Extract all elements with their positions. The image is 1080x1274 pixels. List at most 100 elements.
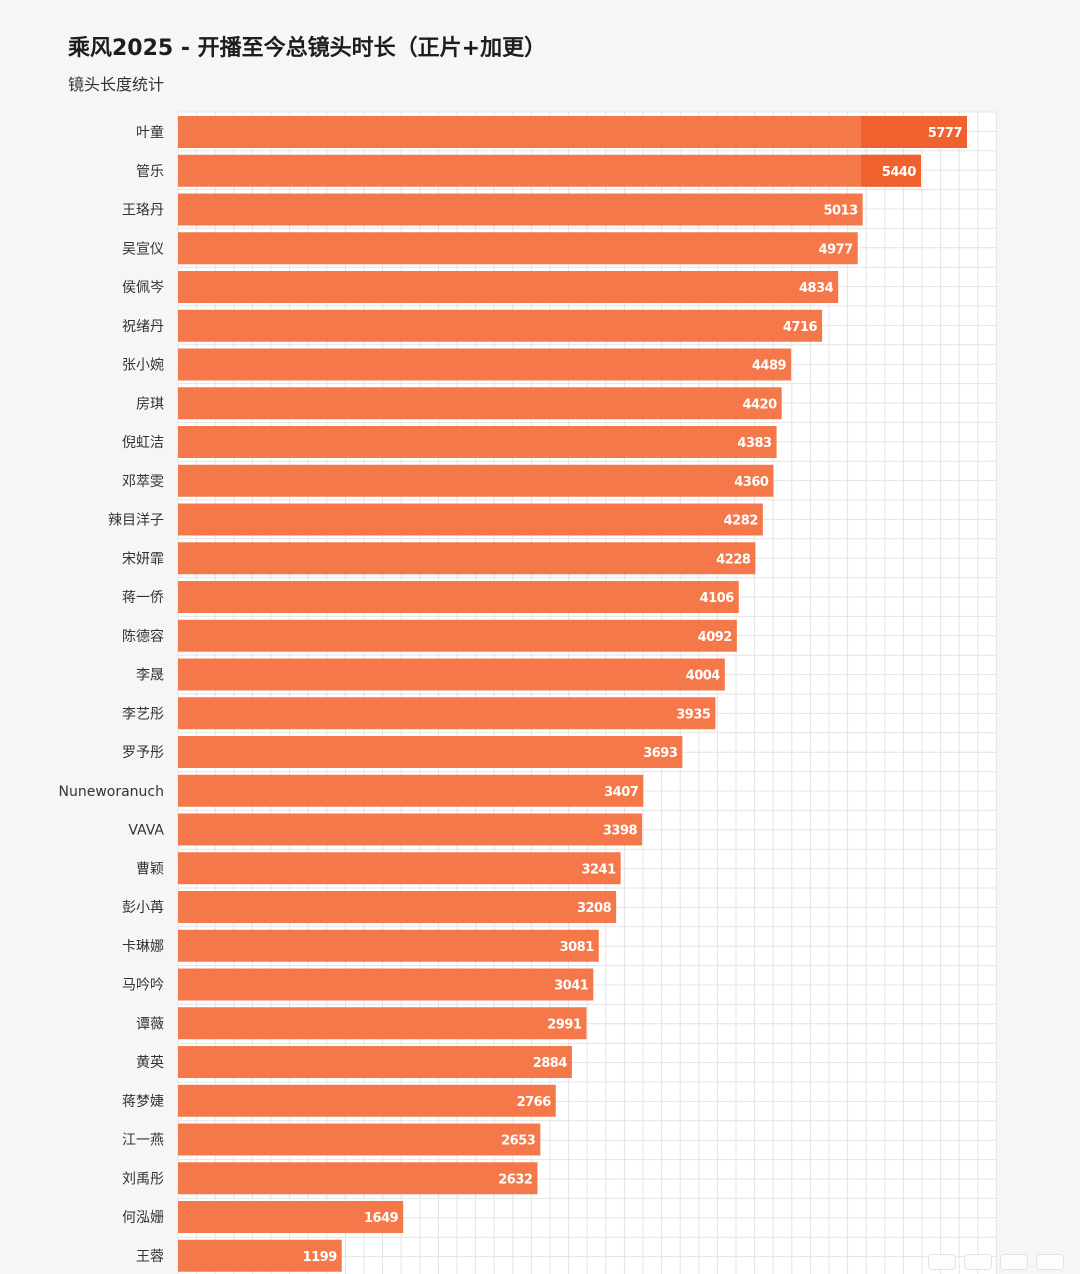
category-label: 王蓉: [136, 1249, 164, 1265]
data-label: 4383: [737, 436, 772, 451]
data-label: 1199: [303, 1250, 338, 1265]
bar: [178, 1046, 572, 1078]
bar: [178, 154, 921, 187]
category-label: 罗予彤: [122, 745, 164, 761]
bar: [178, 852, 621, 885]
data-label: 3241: [581, 862, 616, 877]
category-label: 马吟吟: [122, 978, 164, 994]
category-label: 张小婉: [122, 358, 164, 374]
data-label: 1649: [364, 1211, 399, 1226]
data-label: 5013: [823, 204, 858, 219]
bar: [178, 1239, 342, 1272]
category-label: 李艺彤: [122, 706, 164, 722]
data-label: 5777: [928, 126, 963, 141]
data-label: 5440: [882, 165, 917, 180]
data-label: 2632: [498, 1172, 532, 1187]
category-label: 何泓姗: [122, 1210, 164, 1226]
bars: 叶童 5777 管乐 5440 王珞丹 5013 吴宣仪 4977 侯佩岑 4834 祝绪丹 4716…: [59, 116, 967, 1272]
bar: [178, 348, 792, 381]
bar: [178, 387, 782, 420]
data-label: 2766: [517, 1095, 552, 1110]
page-dot: [1036, 1254, 1064, 1270]
category-label: 黄英: [136, 1054, 164, 1071]
bar-highlight: [861, 116, 967, 148]
category-label: 邓萃雯: [122, 474, 164, 490]
bar: [178, 1123, 541, 1156]
bar: [178, 503, 763, 536]
bar: [178, 193, 863, 226]
data-label: 2884: [533, 1056, 568, 1071]
bar: [178, 774, 644, 807]
data-label: 3693: [643, 746, 678, 761]
category-label: Nuneworanuch: [59, 784, 165, 800]
data-label: 4282: [724, 514, 758, 529]
page-dot: [1000, 1254, 1028, 1270]
data-label: 3208: [577, 901, 612, 916]
data-label: 4420: [742, 397, 777, 412]
category-label: 蒋梦婕: [122, 1094, 164, 1110]
bar: [178, 697, 716, 730]
category-label: 管乐: [136, 164, 164, 180]
data-label: 3081: [560, 940, 595, 955]
category-label: 谭薇: [136, 1016, 164, 1032]
data-label: 4834: [799, 281, 834, 296]
category-label: 刘禹彤: [122, 1171, 164, 1187]
category-label: 吴宣仪: [122, 241, 164, 257]
bar: [178, 619, 737, 652]
bar: [178, 1007, 587, 1040]
bar: [178, 116, 967, 148]
page-dot: [964, 1254, 992, 1270]
category-label: 江一燕: [122, 1133, 164, 1149]
bar: [178, 309, 823, 342]
data-label: 3935: [676, 707, 711, 722]
category-label: 彭小苒: [122, 900, 164, 916]
category-label: VAVA: [128, 823, 164, 839]
data-label: 3398: [603, 824, 638, 839]
bar: [178, 658, 725, 691]
bar: [178, 1201, 404, 1233]
bar: [178, 232, 858, 265]
bar-highlight: [861, 154, 921, 187]
bar: [178, 968, 594, 1001]
category-label: 房琪: [136, 396, 164, 412]
bar: [178, 891, 617, 923]
chart-title: 乘风2025 - 开播至今总镜头时长（正片+加更）: [68, 36, 547, 61]
data-label: 2991: [547, 1017, 582, 1032]
data-label: 4228: [716, 552, 751, 567]
bar: [178, 1084, 556, 1117]
bar: [178, 813, 643, 846]
data-label: 2653: [501, 1134, 536, 1149]
bar: [178, 426, 777, 458]
category-label: 蒋一侨: [122, 590, 164, 606]
category-label: 陈德容: [122, 628, 164, 645]
data-label: 4489: [752, 359, 787, 374]
bar: [178, 542, 756, 575]
data-label: 4106: [700, 591, 735, 606]
category-label: 李晟: [136, 668, 164, 684]
bar: [178, 1162, 538, 1195]
grid: [177, 111, 997, 1274]
bar: [178, 464, 774, 497]
data-label: 4716: [783, 320, 818, 335]
page-indicator: [928, 1254, 1064, 1270]
bar: [178, 736, 683, 768]
bar: [178, 271, 839, 303]
data-label: 4092: [698, 630, 732, 645]
category-label: 曹颖: [136, 861, 164, 877]
data-label: 4977: [819, 242, 854, 257]
data-label: 3407: [604, 785, 639, 800]
data-label: 4360: [734, 475, 769, 490]
category-label: 王珞丹: [122, 203, 164, 219]
chart-subtitle: 镜头长度统计: [68, 75, 165, 94]
category-label: 倪虹洁: [122, 435, 164, 451]
bar: [178, 581, 739, 613]
category-label: 叶童: [136, 124, 164, 141]
category-label: 辣目洋子: [108, 513, 164, 529]
category-label: 侯佩岑: [122, 280, 164, 296]
data-label: 3041: [554, 979, 589, 994]
bar: [178, 929, 599, 962]
data-label: 4004: [686, 669, 721, 684]
page-dot: [928, 1254, 956, 1270]
category-label: 卡琳娜: [122, 939, 164, 955]
